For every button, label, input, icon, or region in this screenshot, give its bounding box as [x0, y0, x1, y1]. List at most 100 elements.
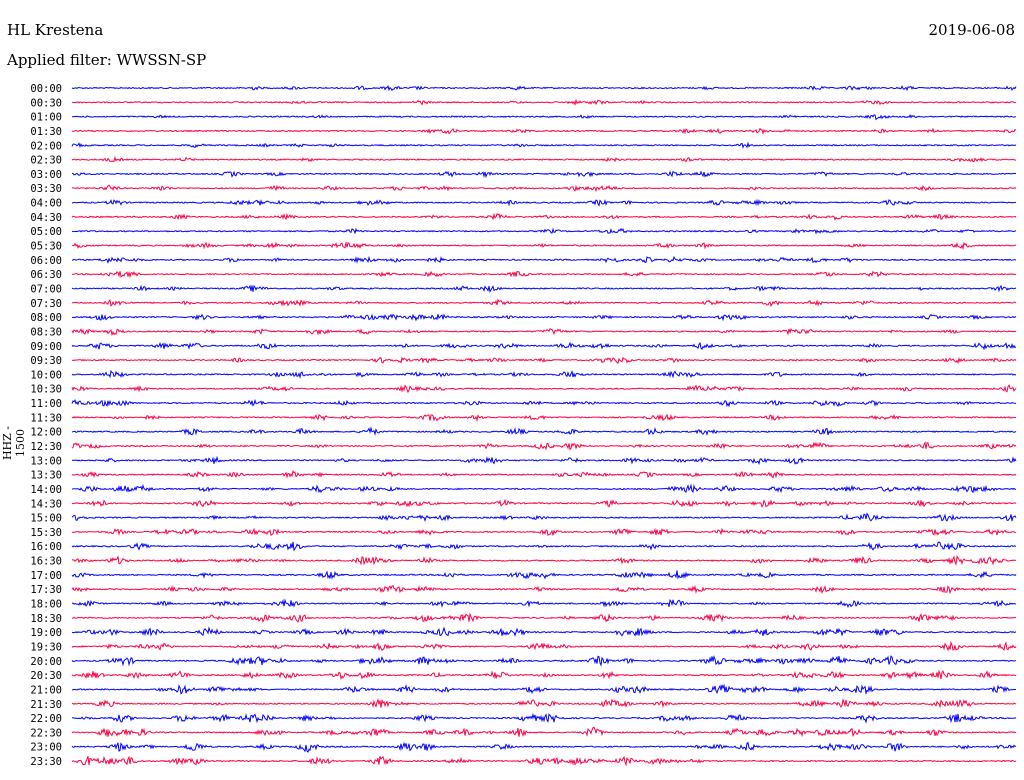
row-time-label: 07:30: [30, 298, 62, 310]
row-time-label: 11:30: [30, 412, 62, 424]
trace-row: [71, 441, 1017, 451]
row-time-label: 00:30: [30, 97, 62, 109]
trace-row: [71, 498, 1017, 508]
trace-row: [71, 384, 1017, 394]
trace-row: [71, 369, 1017, 380]
row-time-label: 20:00: [30, 656, 62, 668]
trace-row: [71, 755, 1017, 767]
trace-row: [71, 455, 1017, 466]
row-time-label: 02:30: [30, 155, 62, 167]
trace-row: [72, 241, 1016, 251]
row-time-label: 07:00: [30, 283, 62, 295]
trace-row: [71, 640, 1017, 652]
trace-row: [71, 469, 1017, 479]
trace-row: [71, 127, 1017, 135]
trace-row: [71, 155, 1017, 163]
row-time-label: 09:30: [30, 355, 62, 367]
row-time-label: 11:00: [30, 398, 62, 410]
trace-row: [71, 98, 1017, 107]
row-time-label: 23:00: [30, 742, 62, 754]
trace-row: [71, 570, 1017, 580]
row-time-label: 05:30: [30, 241, 62, 253]
row-time-label: 20:30: [30, 670, 62, 682]
trace-row: [71, 555, 1017, 566]
trace-row: [71, 328, 1017, 337]
row-time-label: 13:00: [30, 455, 62, 467]
trace-row: [71, 654, 1017, 667]
trace-row: [72, 198, 1017, 207]
row-time-label: 10:30: [30, 384, 62, 396]
row-time-label: 13:30: [30, 470, 62, 482]
trace-row: [71, 227, 1016, 235]
trace-row: [71, 284, 1017, 294]
row-time-label: 23:30: [30, 756, 62, 768]
trace-row: [71, 270, 1017, 279]
row-time-label: 06:30: [30, 269, 62, 281]
trace-row: [71, 413, 1017, 423]
trace-row: [71, 697, 1017, 709]
trace-row: [71, 712, 1017, 724]
row-time-label: 22:30: [30, 727, 62, 739]
trace-row: [71, 426, 1017, 436]
trace-row: [71, 598, 1017, 609]
row-time-label: 18:00: [30, 599, 62, 611]
row-time-label: 00:00: [30, 83, 62, 95]
row-time-label: 03:00: [30, 169, 62, 181]
row-time-label: 19:00: [30, 627, 62, 639]
trace-row: [71, 741, 1017, 753]
trace-row: [71, 612, 1017, 623]
trace-row: [71, 255, 1017, 264]
row-time-label: 16:30: [30, 556, 62, 568]
trace-row: [71, 683, 1017, 696]
filter-label: Applied filter: WWSSN-SP: [7, 51, 207, 69]
trace-row: [71, 184, 1017, 193]
row-time-label: 21:30: [30, 699, 62, 711]
trace-row: [71, 141, 1017, 149]
trace-row: [71, 483, 1017, 494]
trace-row: [71, 313, 1017, 322]
trace-row: [72, 114, 1017, 121]
trace-row: [71, 584, 1017, 595]
row-time-label: 12:00: [30, 427, 62, 439]
row-time-label: 01:30: [30, 126, 62, 138]
trace-row: [71, 212, 1017, 221]
trace-row: [72, 298, 1017, 308]
row-time-label: 08:00: [30, 312, 62, 324]
row-time-label: 15:00: [30, 513, 62, 525]
row-time-label: 05:00: [30, 226, 62, 238]
trace-row: [71, 669, 1017, 681]
trace-row: [71, 726, 1017, 738]
row-time-label: 04:30: [30, 212, 62, 224]
trace-row: [71, 541, 1017, 552]
row-time-label: 16:00: [30, 541, 62, 553]
station-title: HL Krestena: [7, 21, 104, 39]
row-time-label: 21:00: [30, 684, 62, 696]
row-time-label: 19:30: [30, 641, 62, 653]
row-time-label: 17:00: [30, 570, 62, 582]
row-time-label: 14:00: [30, 484, 62, 496]
row-time-label: 03:30: [30, 183, 62, 195]
row-time-label: 02:00: [30, 140, 62, 152]
row-time-label: 10:00: [30, 369, 62, 381]
row-time-label: 22:00: [30, 713, 62, 725]
row-time-label: 01:00: [30, 112, 62, 124]
trace-row: [71, 170, 1017, 179]
row-time-label: 08:30: [30, 326, 62, 338]
row-time-label: 12:30: [30, 441, 62, 453]
date-label: 2019-06-08: [928, 21, 1015, 39]
trace-row: [71, 626, 1017, 637]
row-time-label: 17:30: [30, 584, 62, 596]
trace-row: [71, 356, 1017, 364]
trace-row: [71, 527, 1017, 537]
trace-row: [71, 512, 1017, 522]
row-time-label: 04:00: [30, 198, 62, 210]
row-time-label: 14:30: [30, 498, 62, 510]
row-time-label: 06:00: [30, 255, 62, 267]
row-time-label: 18:30: [30, 613, 62, 625]
row-time-label: 09:00: [30, 341, 62, 353]
trace-row: [71, 341, 1017, 351]
row-time-label: 15:30: [30, 527, 62, 539]
trace-row: [71, 84, 1017, 92]
trace-row: [71, 398, 1017, 408]
